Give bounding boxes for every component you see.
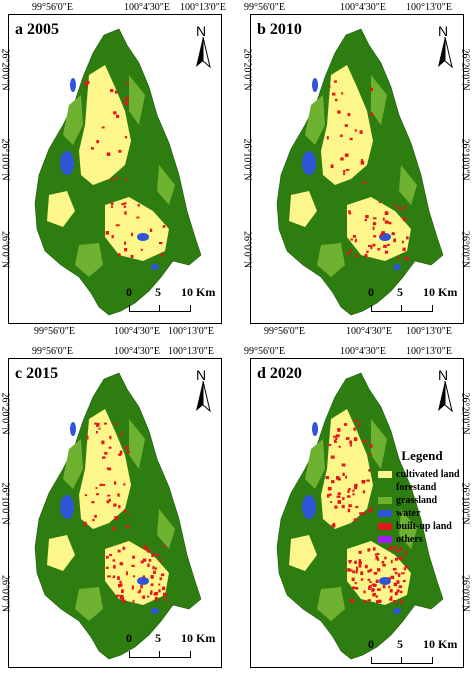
- lat-tick-left: 26°20'0"N: [0, 48, 11, 91]
- lon-tick-top: 100°13'0"E: [406, 346, 452, 357]
- map-frame: a 2005 N 0 5 10 Km: [8, 14, 222, 324]
- lon-tick-bottom: 99°56'0"E: [34, 326, 75, 337]
- legend-item: forestand: [378, 481, 466, 494]
- north-arrow-icon: N: [435, 23, 455, 71]
- legend-swatch: [378, 497, 392, 504]
- panel-label: b 2010: [257, 21, 302, 38]
- lat-tick-left: 26°20'0"N: [241, 48, 253, 91]
- lon-tick-bottom: 100°4'30"E: [346, 326, 392, 337]
- lon-tick-bottom: 100°13'0"E: [406, 326, 452, 337]
- legend-swatch: [378, 484, 392, 491]
- land-use-map: [34, 28, 202, 316]
- lon-tick-bottom: 100°13'0"E: [168, 326, 214, 337]
- scale-bar: 0 5 10 Km: [126, 285, 219, 319]
- panel-label: d 2020: [257, 365, 302, 382]
- legend-swatch: [378, 536, 392, 543]
- panel-label: a 2005: [15, 21, 59, 38]
- scale-bar: 0 5 10 Km: [368, 637, 461, 667]
- lon-tick-bottom: 100°4'30"E: [114, 326, 160, 337]
- north-arrow-icon: N: [193, 367, 213, 415]
- lon-tick-bottom: 99°56'0"E: [264, 326, 305, 337]
- map-frame: b 2010 N 0 5 10 Km: [250, 14, 464, 324]
- map-frame: d 2020 N 0 5 10 Km: [250, 358, 464, 668]
- lon-tick-top: 99°56'0"E: [32, 2, 73, 13]
- map-frame: c 2015 N 0 5 10 Km: [8, 358, 222, 668]
- map-panel-2010: b 2010 N 0 5 10 Km 99°56'0"E 100°4'30"E …: [242, 2, 471, 337]
- land-use-map: [276, 28, 444, 316]
- map-panel-2015: c 2015 N 0 5 10 Km 99°56'0"E 100°4'30"E …: [0, 346, 222, 668]
- lat-tick-left: 26°10'0"N: [0, 138, 11, 181]
- lon-tick-top: 100°4'30"E: [114, 346, 160, 357]
- lat-tick-left: 26°0'0"N: [241, 230, 253, 269]
- lon-tick-top: 100°13'0"E: [406, 2, 452, 13]
- map-panel-2005: a 2005 N 0 5 10 Km 99°56'0"E 100°4'30"E …: [0, 2, 226, 337]
- legend: Legend cultivated land forestand grassla…: [378, 448, 466, 546]
- lat-tick-left: 26°10'0"N: [0, 482, 11, 525]
- lat-tick-left: 26°10'0"N: [241, 138, 253, 181]
- lat-tick-right: 26°10'0"N: [459, 138, 471, 181]
- lat-tick-right: 26°20'0"N: [459, 48, 471, 91]
- north-arrow-icon: N: [435, 367, 455, 415]
- scale-bar: 0 5 10 Km: [368, 285, 461, 319]
- lat-tick-right: 26°0'0"N: [459, 230, 471, 269]
- lon-tick-top: 100°4'30"E: [340, 2, 386, 13]
- map-panel-2020: d 2020 N 0 5 10 Km 99°56'0"E 100°4'30"E …: [244, 346, 471, 668]
- legend-item: cultivated land: [378, 468, 466, 481]
- lat-tick-left: 26°0'0"N: [0, 574, 11, 613]
- legend-swatch: [378, 471, 392, 478]
- lon-tick-top: 100°4'30"E: [340, 346, 386, 357]
- lon-tick-top: 100°4'30"E: [124, 2, 170, 13]
- legend-item: water: [378, 507, 466, 520]
- north-label: N: [438, 367, 449, 383]
- lon-tick-top: 99°56'0"E: [32, 346, 73, 357]
- legend-item: built-up land: [378, 520, 466, 533]
- north-label: N: [196, 23, 207, 39]
- lon-tick-top: 99°56'0"E: [244, 2, 285, 13]
- north-label: N: [196, 367, 207, 383]
- legend-swatch: [378, 510, 392, 517]
- lat-tick-left: 26°0'0"N: [0, 230, 11, 269]
- lon-tick-top: 100°13'0"E: [180, 2, 226, 13]
- north-label: N: [438, 23, 449, 39]
- lon-tick-top: 99°56'0"E: [244, 346, 285, 357]
- panel-label: c 2015: [15, 365, 59, 382]
- lat-tick-left: 26°20'0"N: [0, 392, 11, 435]
- legend-item: grassland: [378, 494, 466, 507]
- legend-title: Legend: [401, 448, 443, 463]
- lat-tick-right: 26°0'0"N: [459, 574, 471, 613]
- lat-tick-right: 26°20'0"N: [459, 392, 471, 435]
- legend-item: others: [378, 533, 466, 546]
- land-use-map: [276, 372, 444, 660]
- lon-tick-top: 100°13'0"E: [168, 346, 214, 357]
- north-arrow-icon: N: [193, 23, 213, 71]
- land-use-map: [34, 372, 202, 660]
- scale-bar: 0 5 10 Km: [126, 631, 219, 665]
- legend-swatch: [378, 523, 392, 530]
